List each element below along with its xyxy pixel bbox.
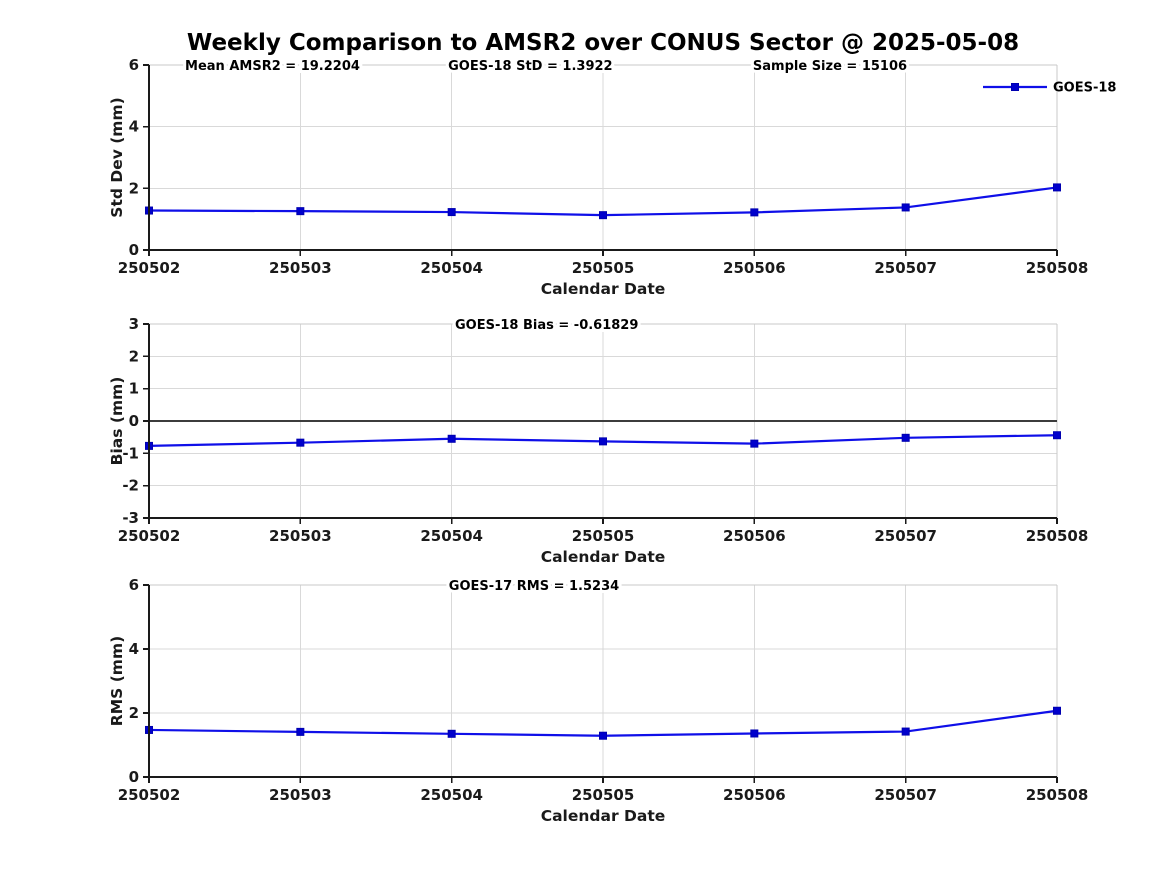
annotations: GOES-18 Bias = -0.61829 bbox=[452, 315, 641, 336]
y-tick-label: -1 bbox=[122, 444, 139, 462]
y-tick-label: 4 bbox=[129, 640, 139, 658]
plot-box bbox=[149, 64, 1058, 250]
data-point-marker bbox=[1053, 183, 1061, 192]
data-point-marker bbox=[1053, 706, 1061, 715]
x-tick-label: 250503 bbox=[269, 786, 332, 804]
data-point-marker bbox=[599, 211, 607, 220]
y-tick-label: 2 bbox=[129, 347, 139, 365]
data-point-marker bbox=[447, 208, 456, 217]
x-tick-label: 250508 bbox=[1026, 259, 1089, 277]
y-tick-label: 2 bbox=[129, 704, 139, 722]
tick-marks bbox=[143, 584, 1058, 783]
y-tick-label: 1 bbox=[129, 380, 139, 398]
y-tick-label: 3 bbox=[129, 315, 139, 333]
tick-marks bbox=[143, 64, 1058, 256]
annotation: GOES-17 RMS = 1.5234 bbox=[449, 579, 619, 594]
chart-std-dev: 250502 250503 250504 250505 250506 250507 2505… bbox=[108, 56, 1116, 298]
y-axis-label: RMS (mm) bbox=[108, 636, 126, 726]
x-axis-label: Calendar Date bbox=[541, 280, 666, 298]
data-point-marker bbox=[296, 438, 305, 447]
legend: GOES-18 bbox=[983, 81, 1116, 96]
x-axis-label: Calendar Date bbox=[541, 807, 666, 825]
y-tick-labels: -3 -2 -1 0 1 2 3 bbox=[122, 315, 139, 527]
y-tick-label: 2 bbox=[129, 179, 139, 197]
y-tick-label: 4 bbox=[129, 118, 139, 136]
data-point-marker bbox=[599, 437, 607, 446]
annotations: GOES-17 RMS = 1.5234 bbox=[446, 576, 622, 597]
y-tick-label: 6 bbox=[129, 576, 139, 594]
tick-marks bbox=[143, 323, 1058, 524]
x-tick-labels: 250502 250503 250504 250505 250506 250507 2505… bbox=[118, 527, 1089, 545]
x-tick-labels: 250502 250503 250504 250505 250506 250507 2505… bbox=[118, 259, 1089, 277]
x-tick-label: 250504 bbox=[420, 786, 483, 804]
y-axis-label: Bias (mm) bbox=[108, 377, 126, 466]
x-tick-label: 250503 bbox=[269, 527, 332, 545]
x-tick-label: 250508 bbox=[1026, 527, 1089, 545]
data-point-marker bbox=[296, 207, 305, 216]
data-point-marker bbox=[447, 729, 456, 738]
data-point-marker bbox=[1053, 431, 1061, 440]
x-tick-label: 250506 bbox=[723, 786, 786, 804]
data-point-marker bbox=[901, 203, 910, 212]
data-point-marker bbox=[750, 208, 759, 217]
data-point-marker bbox=[901, 433, 910, 442]
y-tick-label: -2 bbox=[122, 477, 139, 495]
x-tick-label: 250502 bbox=[118, 786, 181, 804]
x-tick-label: 250507 bbox=[874, 259, 937, 277]
annotations: Mean AMSR2 = 19.2204 GOES-18 StD = 1.3922… bbox=[182, 56, 910, 77]
y-tick-label: -3 bbox=[122, 509, 139, 527]
plot-box bbox=[149, 584, 1058, 777]
data-point-marker bbox=[599, 731, 607, 740]
x-tick-label: 250505 bbox=[572, 527, 635, 545]
y-tick-label: 0 bbox=[129, 768, 139, 786]
gridlines bbox=[149, 585, 1058, 777]
data-point-marker bbox=[296, 727, 305, 736]
y-axis-label: Std Dev (mm) bbox=[108, 97, 126, 217]
x-tick-labels: 250502 250503 250504 250505 250506 250507 2505… bbox=[118, 786, 1089, 804]
y-tick-label: 0 bbox=[129, 412, 139, 430]
x-tick-label: 250503 bbox=[269, 259, 332, 277]
x-tick-label: 250507 bbox=[874, 786, 937, 804]
data-point-marker bbox=[750, 439, 759, 448]
y-tick-label: 6 bbox=[129, 56, 139, 74]
x-tick-label: 250506 bbox=[723, 259, 786, 277]
figure-title: Weekly Comparison to AMSR2 over CONUS Se… bbox=[186, 30, 1020, 56]
data-point-marker bbox=[901, 727, 910, 736]
legend-marker bbox=[1011, 83, 1019, 91]
y-tick-labels: 0 2 4 6 bbox=[129, 56, 139, 259]
x-tick-label: 250508 bbox=[1026, 786, 1089, 804]
chart-rms: 250502 250503 250504 250505 250506 250507 2505… bbox=[108, 576, 1088, 825]
y-tick-labels: 0 2 4 6 bbox=[129, 576, 139, 786]
y-tick-label: 0 bbox=[129, 241, 139, 259]
gridlines bbox=[149, 65, 1058, 250]
chart-bias: 250502 250503 250504 250505 250506 250507 2505… bbox=[108, 315, 1088, 566]
x-tick-label: 250506 bbox=[723, 527, 786, 545]
annotation: Sample Size = 15106 bbox=[753, 59, 907, 74]
annotation: GOES-18 StD = 1.3922 bbox=[448, 59, 612, 74]
data-point-marker bbox=[750, 729, 759, 738]
x-tick-label: 250504 bbox=[420, 527, 483, 545]
x-tick-label: 250505 bbox=[572, 786, 635, 804]
x-tick-label: 250505 bbox=[572, 259, 635, 277]
data-point-marker bbox=[447, 434, 456, 443]
annotation: GOES-18 Bias = -0.61829 bbox=[455, 318, 638, 333]
x-tick-label: 250502 bbox=[118, 527, 181, 545]
x-tick-label: 250502 bbox=[118, 259, 181, 277]
x-axis-label: Calendar Date bbox=[541, 548, 666, 566]
legend-label: GOES-18 bbox=[1053, 81, 1116, 96]
annotation: Mean AMSR2 = 19.2204 bbox=[185, 59, 360, 74]
x-tick-label: 250504 bbox=[420, 259, 483, 277]
x-tick-label: 250507 bbox=[874, 527, 937, 545]
